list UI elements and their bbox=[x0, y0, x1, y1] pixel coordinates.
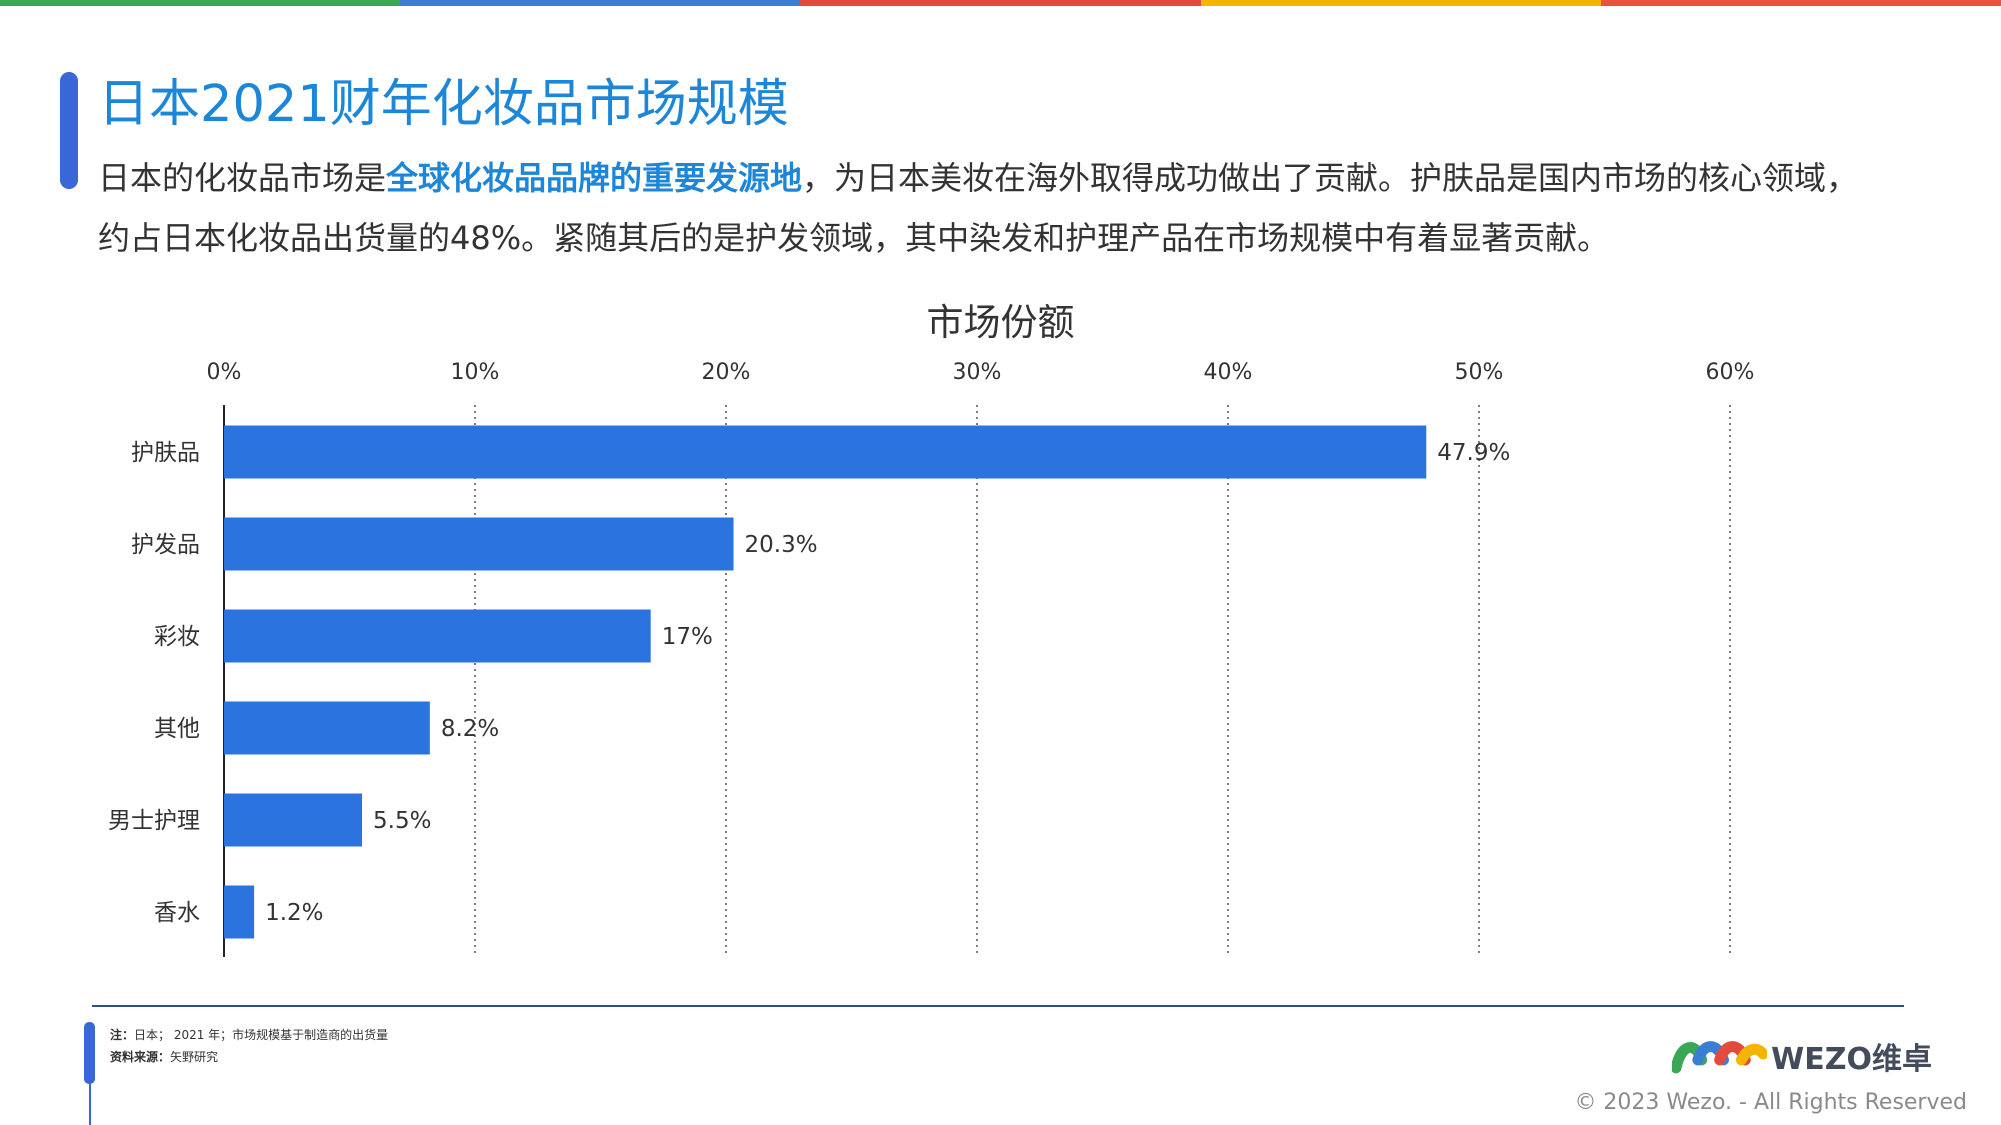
x-tick-label: 60% bbox=[1706, 360, 1755, 385]
page-description: 日本的化妆品市场是全球化妆品品牌的重要发源地，为日本美妆在海外取得成功做出了贡献… bbox=[98, 148, 1878, 268]
footer-accent-line bbox=[89, 1084, 91, 1125]
note-label: 注： bbox=[110, 1028, 135, 1042]
data-label: 47.9% bbox=[1437, 440, 1510, 466]
bar bbox=[224, 885, 255, 939]
description-text: 日本的化妆品市场是 bbox=[98, 159, 387, 197]
wezo-logo-icon bbox=[1672, 1041, 1768, 1074]
top-bar-segment-yellow bbox=[1200, 0, 1601, 6]
bar bbox=[224, 701, 430, 755]
footer-notes: 注：日本； 2021 年；市场规模基于制造商的出货量 资料来源：矢野研究 bbox=[110, 1024, 388, 1068]
top-color-bar bbox=[0, 0, 2001, 6]
category-label: 护发品 bbox=[131, 532, 200, 558]
category-label: 其他 bbox=[154, 716, 200, 742]
data-label: 17% bbox=[662, 624, 713, 650]
footer-accent-bar bbox=[84, 1022, 95, 1084]
data-label: 20.3% bbox=[745, 532, 818, 558]
source-text: 矢野研究 bbox=[170, 1050, 219, 1064]
footer-source: 资料来源：矢野研究 bbox=[110, 1046, 388, 1068]
category-label: 彩妆 bbox=[154, 624, 200, 650]
top-bar-segment-red bbox=[800, 0, 1201, 6]
chart-title: 市场份额 bbox=[926, 301, 1075, 344]
data-label: 8.2% bbox=[441, 716, 499, 742]
x-tick-label: 50% bbox=[1455, 360, 1504, 385]
description-highlight: 全球化妆品品牌的重要发源地 bbox=[386, 159, 803, 197]
note-text: 日本； 2021 年；市场规模基于制造商的出货量 bbox=[134, 1028, 389, 1042]
description-text-continued: ，为日本美妆在海外取得成功做出了贡献。护肤品是国内市场的核心领域，约占日本化妆品… bbox=[98, 159, 1859, 257]
source-label: 资料来源： bbox=[110, 1050, 171, 1064]
page-title: 日本2021财年化妆品市场规模 bbox=[98, 75, 789, 134]
category-label: 男士护理 bbox=[108, 808, 200, 834]
category-label: 香水 bbox=[154, 900, 200, 926]
bar bbox=[224, 517, 734, 571]
top-bar-segment-orange bbox=[1600, 0, 2001, 6]
x-tick-label: 0% bbox=[207, 360, 242, 385]
data-label: 5.5% bbox=[373, 808, 431, 834]
copyright-text: © 2023 Wezo. - All Rights Reserved bbox=[1574, 1090, 1967, 1115]
category-label: 护肤品 bbox=[131, 440, 200, 466]
bar bbox=[224, 793, 363, 847]
bar bbox=[224, 425, 1427, 479]
top-bar-segment-green bbox=[0, 0, 401, 6]
x-tick-label: 40% bbox=[1204, 360, 1253, 385]
logo-text: WEZO维卓 bbox=[1771, 1042, 1932, 1077]
title-accent-bar bbox=[60, 72, 78, 189]
x-tick-label: 20% bbox=[702, 360, 751, 385]
bar bbox=[224, 609, 651, 663]
top-bar-segment-blue bbox=[400, 0, 801, 6]
x-tick-label: 10% bbox=[451, 360, 500, 385]
x-tick-label: 30% bbox=[953, 360, 1002, 385]
footer-divider bbox=[92, 1005, 1904, 1007]
data-label: 1.2% bbox=[265, 900, 323, 926]
wezo-logo: WEZO维卓 bbox=[1672, 1034, 1932, 1078]
footer-note: 注：日本； 2021 年；市场规模基于制造商的出货量 bbox=[110, 1024, 388, 1046]
